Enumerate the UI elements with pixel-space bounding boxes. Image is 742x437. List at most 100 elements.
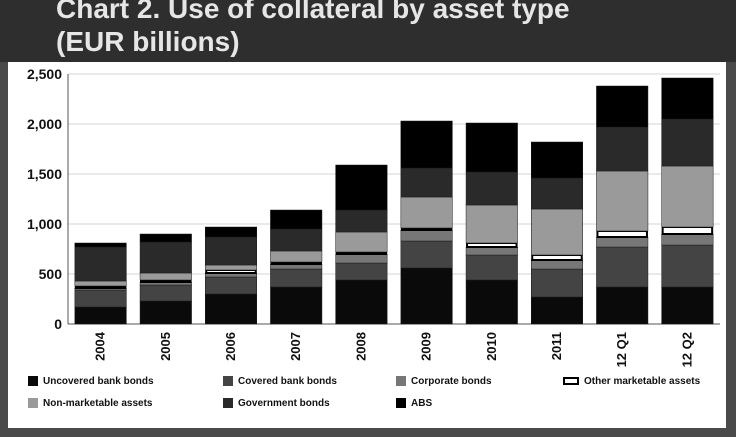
bar-segment (661, 118, 714, 167)
x-tick-label: 2009 (419, 332, 434, 361)
bar-segment (204, 236, 258, 266)
legend-label: Other marketable assets (584, 375, 701, 387)
bar-segment (596, 85, 649, 128)
bar-segment (74, 242, 127, 248)
bar-segment (335, 164, 388, 211)
bar-segment (530, 177, 584, 210)
bar-segment (139, 300, 192, 325)
bar-segment (530, 296, 584, 325)
bar-segment (335, 251, 388, 255)
legend-label: Non-marketable assets (43, 397, 153, 409)
bar-segment (530, 141, 584, 179)
bar-segment (661, 226, 714, 235)
bar-segment (596, 170, 649, 232)
bar-segment (335, 262, 388, 281)
bar-segment (204, 264, 258, 271)
legend-label: Corporate bonds (411, 375, 492, 387)
bar-segment (140, 279, 192, 283)
bar-segment (270, 286, 323, 325)
legend-swatch (28, 376, 38, 386)
legend-swatch (563, 377, 579, 385)
bar-segment (74, 246, 127, 282)
bar-segment (530, 208, 584, 256)
bar-segment (596, 126, 649, 172)
bar-segment (335, 231, 388, 253)
x-tick-label: 2004 (93, 331, 108, 361)
bar-segment (530, 259, 584, 270)
y-tick-label: 1,500 (27, 166, 62, 182)
bar-segment (400, 267, 453, 325)
legend-item: Covered bank bonds (223, 374, 337, 388)
legend-swatch (223, 376, 233, 386)
bar-segment (596, 236, 649, 248)
bar-segment (139, 272, 192, 281)
bar-segment (400, 120, 453, 169)
legend-item: Other marketable assets (563, 374, 700, 388)
bar-segment (335, 279, 388, 325)
bar-segment (270, 228, 323, 252)
x-tick-label: 2008 (353, 332, 368, 361)
x-tick-label: 12 Q2 (679, 332, 694, 367)
bar-segment (661, 77, 714, 120)
bar-segment (400, 196, 453, 229)
legend-label: ABS (411, 397, 433, 409)
chart-subtitle: (EUR billions) (56, 26, 240, 57)
bar-segment (74, 285, 127, 289)
bar-segment (465, 246, 518, 256)
legend-item: Government bonds (223, 396, 330, 410)
y-tick-label: 0 (54, 316, 62, 332)
bar-segment (465, 204, 518, 244)
legend-item: Corporate bonds (396, 374, 492, 388)
x-tick-label: 2011 (549, 332, 564, 360)
legend-item: ABS (396, 396, 432, 410)
bar-segment (661, 233, 714, 246)
bar-segment (204, 226, 258, 238)
bar-segment (661, 165, 714, 228)
bar-segment (270, 250, 323, 263)
legend-swatch (396, 398, 406, 408)
x-tick-label: 2010 (484, 332, 499, 361)
x-tick-label: 2007 (288, 332, 303, 361)
bar-segment (204, 276, 258, 295)
bar-segment (661, 286, 714, 325)
x-tick-label: 2006 (223, 332, 238, 361)
legend-swatch (28, 398, 38, 408)
bar-segment (139, 233, 192, 243)
bar-segment (466, 242, 518, 248)
legend-swatch (396, 376, 406, 386)
right-edge (736, 0, 742, 437)
bar-segment (270, 209, 323, 230)
bar-segment (400, 167, 453, 198)
bar-segment (400, 229, 453, 242)
chart-title: Chart 2. Use of collateral by asset type (56, 0, 570, 24)
bar-segment (270, 268, 323, 288)
legend-item: Uncovered bank bonds (28, 374, 154, 388)
stacked-bar-chart: 0 500 1,000 1,500 2,000 2,500 2004 2005 2006 2007… (27, 66, 720, 367)
bar-segment (596, 230, 648, 238)
bar-segment (400, 227, 453, 231)
legend-label: Uncovered bank bonds (43, 375, 154, 387)
bar-segment (400, 240, 453, 269)
legend-swatch (223, 398, 233, 408)
bar-segment (465, 279, 518, 325)
bar-segment (270, 261, 322, 265)
bar-segment (596, 286, 649, 325)
bar-segment (465, 254, 518, 281)
bar-segment (74, 280, 127, 287)
legend-label: Covered bank bonds (238, 375, 337, 387)
plot-panel: 0 500 1,000 1,500 2,000 2,500 2004 2005 2006 2007… (8, 62, 726, 428)
legend-label: Government bonds (238, 397, 330, 409)
bar-segment (139, 241, 192, 274)
title-bar: Chart 2. Use of collateral by asset type… (0, 0, 736, 62)
y-tick-label: 2,500 (27, 66, 62, 82)
bar-segment (205, 269, 257, 274)
bar-segment (530, 268, 584, 298)
bar-segment (531, 254, 583, 261)
y-tick-label: 1,000 (27, 216, 62, 232)
bar-segment (465, 171, 518, 206)
bar-segment (596, 246, 649, 288)
bar-segment (74, 306, 127, 325)
y-tick-label: 500 (39, 266, 63, 282)
x-tick-label: 12 Q1 (614, 332, 629, 367)
